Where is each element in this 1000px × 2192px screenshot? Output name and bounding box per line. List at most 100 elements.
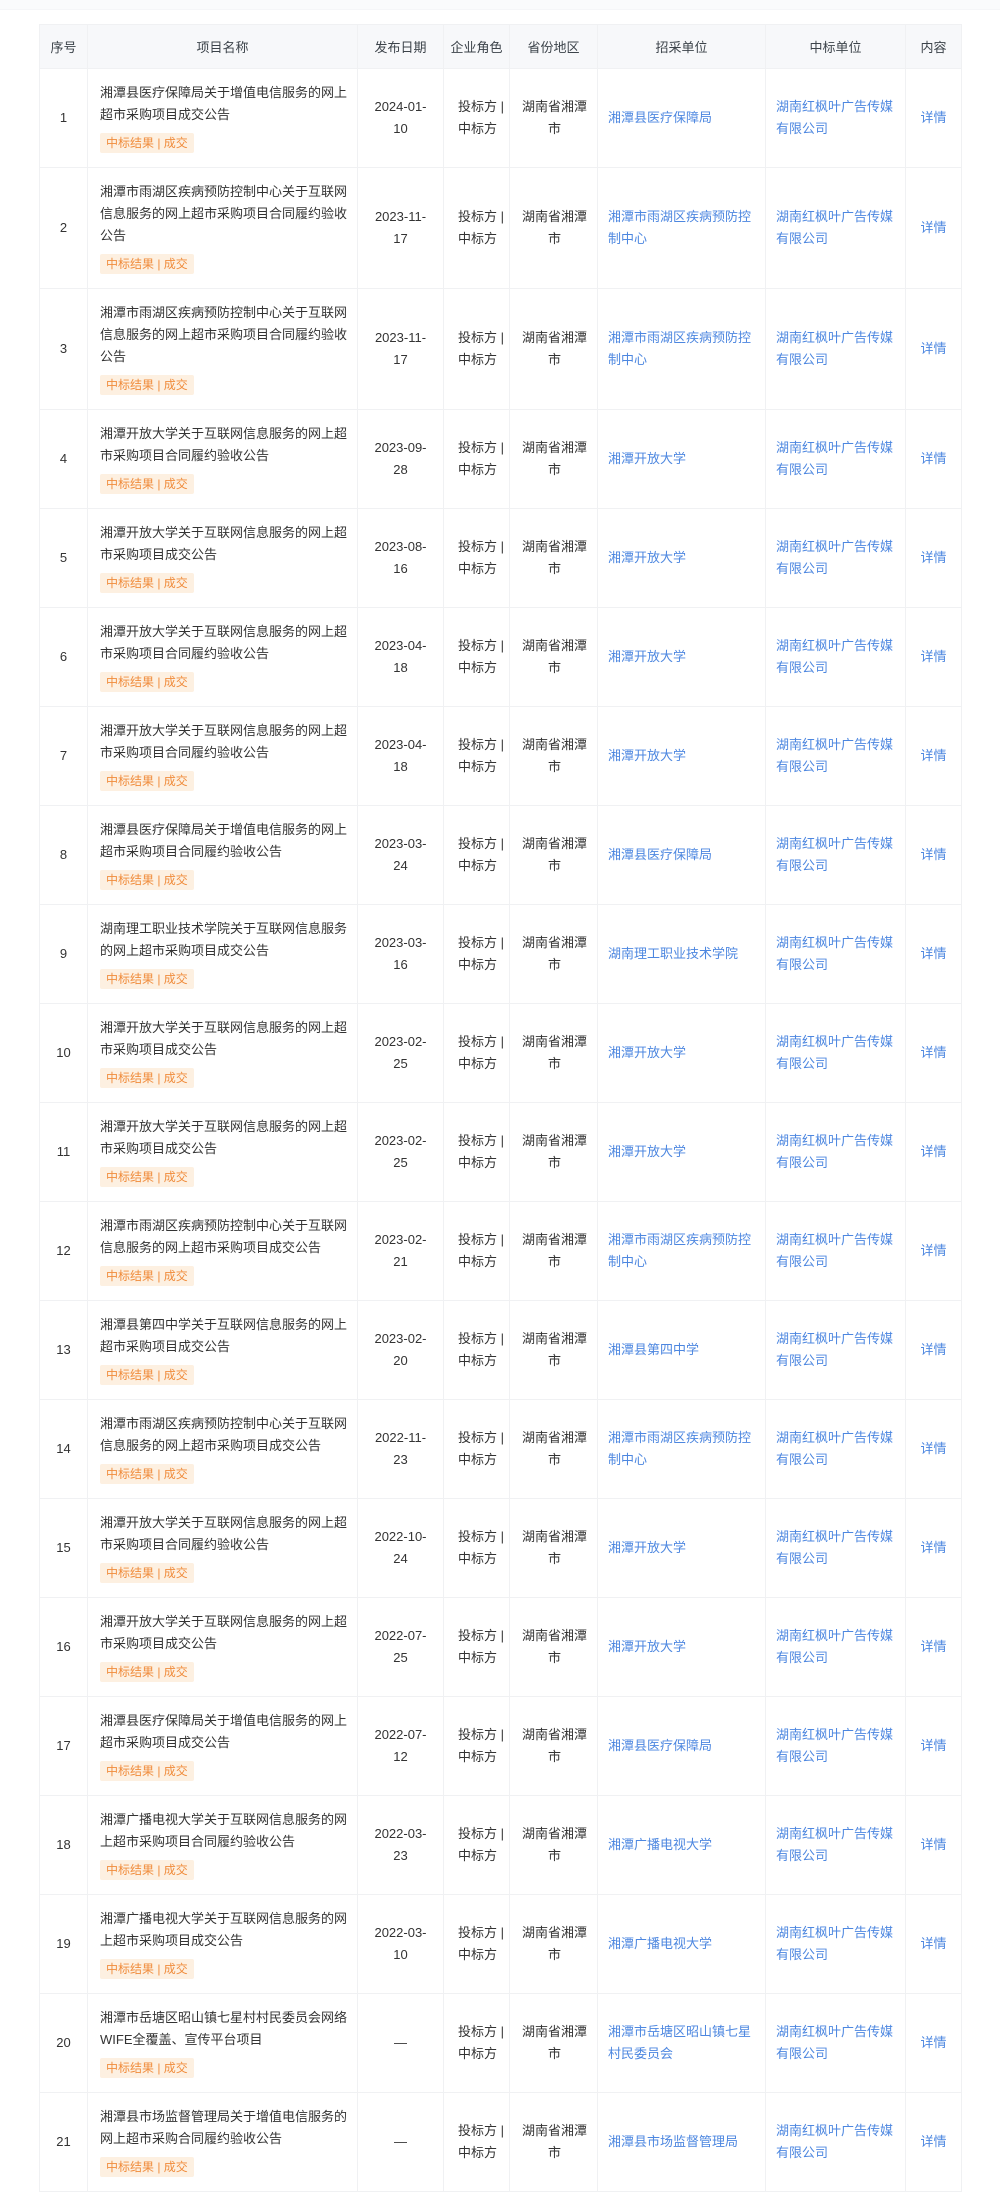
- purchaser-cell: 湘潭市雨湖区疾病预防控制中心: [597, 1399, 766, 1499]
- winner-link[interactable]: 湖南红枫叶广告传媒有限公司: [776, 1529, 894, 1566]
- table-row: 6 湘潭开放大学关于互联网信息服务的网上超市采购项目合同履约验收公告 中标结果 …: [39, 607, 962, 707]
- winner-link[interactable]: 湖南红枫叶广告传媒有限公司: [776, 1133, 894, 1170]
- purchaser-link[interactable]: 湘潭县医疗保障局: [608, 847, 713, 862]
- detail-link[interactable]: 详情: [920, 2134, 947, 2149]
- detail-cell: 详情: [905, 1498, 962, 1598]
- purchaser-link[interactable]: 湘潭市雨湖区疾病预防控制中心: [608, 1232, 752, 1269]
- publish-date: 2022-11-23: [357, 1399, 444, 1499]
- publish-date: 2022-07-12: [357, 1696, 444, 1796]
- winner-link[interactable]: 湖南红枫叶广告传媒有限公司: [776, 1331, 894, 1368]
- row-index: 13: [39, 1300, 88, 1400]
- company-role: 投标方 | 中标方: [443, 1003, 510, 1103]
- detail-cell: 详情: [905, 288, 962, 410]
- detail-link[interactable]: 详情: [920, 1639, 947, 1654]
- detail-link[interactable]: 详情: [920, 341, 947, 356]
- project-cell: 湘潭广播电视大学关于互联网信息服务的网上超市采购项目成交公告 中标结果 | 成交: [87, 1894, 358, 1994]
- winner-link[interactable]: 湖南红枫叶广告传媒有限公司: [776, 1430, 894, 1467]
- detail-link[interactable]: 详情: [920, 220, 947, 235]
- bid-records-table: 序号 项目名称 发布日期 企业角色 省份地区 招采单位 中标单位 内容 1 湘潭…: [39, 24, 962, 2192]
- purchaser-link[interactable]: 湘潭市雨湖区疾病预防控制中心: [608, 1430, 752, 1467]
- winner-link[interactable]: 湖南红枫叶广告传媒有限公司: [776, 638, 894, 675]
- purchaser-cell: 湘潭开放大学: [597, 1102, 766, 1202]
- table-body: 1 湘潭县医疗保障局关于增值电信服务的网上超市采购项目成交公告 中标结果 | 成…: [39, 68, 962, 2192]
- purchaser-link[interactable]: 湘潭市雨湖区疾病预防控制中心: [608, 209, 752, 246]
- publish-date: 2023-11-17: [357, 167, 444, 289]
- detail-link[interactable]: 详情: [920, 1243, 947, 1258]
- purchaser-link[interactable]: 湘潭开放大学: [608, 550, 687, 565]
- detail-link[interactable]: 详情: [920, 748, 947, 763]
- purchaser-link[interactable]: 湖南理工职业技术学院: [608, 946, 739, 961]
- winner-link[interactable]: 湖南红枫叶广告传媒有限公司: [776, 99, 894, 136]
- purchaser-link[interactable]: 湘潭开放大学: [608, 1540, 687, 1555]
- winner-cell: 湖南红枫叶广告传媒有限公司: [765, 706, 906, 806]
- detail-link[interactable]: 详情: [920, 1342, 947, 1357]
- winner-link[interactable]: 湖南红枫叶广告传媒有限公司: [776, 2024, 894, 2061]
- detail-link[interactable]: 详情: [920, 649, 947, 664]
- winner-link[interactable]: 湖南红枫叶广告传媒有限公司: [776, 935, 894, 972]
- publish-date: 2023-02-25: [357, 1003, 444, 1103]
- project-name: 湘潭县医疗保障局关于增值电信服务的网上超市采购项目合同履约验收公告: [100, 822, 348, 859]
- purchaser-link[interactable]: 湘潭县第四中学: [608, 1342, 700, 1357]
- project-cell: 湘潭市雨湖区疾病预防控制中心关于互联网信息服务的网上超市采购项目成交公告 中标结…: [87, 1399, 358, 1499]
- winner-link[interactable]: 湖南红枫叶广告传媒有限公司: [776, 2123, 894, 2160]
- purchaser-link[interactable]: 湘潭县市场监督管理局: [608, 2134, 739, 2149]
- province-region: 湖南省湘潭市: [509, 805, 598, 905]
- detail-link[interactable]: 详情: [920, 1045, 947, 1060]
- detail-link[interactable]: 详情: [920, 1540, 947, 1555]
- winner-link[interactable]: 湖南红枫叶广告传媒有限公司: [776, 836, 894, 873]
- detail-link[interactable]: 详情: [920, 2035, 947, 2050]
- detail-link[interactable]: 详情: [920, 550, 947, 565]
- col-header-winner: 中标单位: [765, 24, 906, 69]
- purchaser-cell: 湘潭开放大学: [597, 1597, 766, 1697]
- purchaser-cell: 湘潭县市场监督管理局: [597, 2092, 766, 2192]
- table-row: 18 湘潭广播电视大学关于互联网信息服务的网上超市采购项目合同履约验收公告 中标…: [39, 1795, 962, 1895]
- detail-link[interactable]: 详情: [920, 847, 947, 862]
- purchaser-link[interactable]: 湘潭开放大学: [608, 748, 687, 763]
- purchaser-cell: 湘潭广播电视大学: [597, 1795, 766, 1895]
- winner-cell: 湖南红枫叶广告传媒有限公司: [765, 68, 906, 168]
- winner-link[interactable]: 湖南红枫叶广告传媒有限公司: [776, 330, 894, 367]
- company-role: 投标方 | 中标方: [443, 288, 510, 410]
- publish-date: 2022-03-10: [357, 1894, 444, 1994]
- winner-link[interactable]: 湖南红枫叶广告传媒有限公司: [776, 1727, 894, 1764]
- purchaser-link[interactable]: 湘潭开放大学: [608, 451, 687, 466]
- status-badge: 中标结果 | 成交: [100, 1365, 194, 1385]
- winner-link[interactable]: 湖南红枫叶广告传媒有限公司: [776, 1826, 894, 1863]
- province-region: 湖南省湘潭市: [509, 1201, 598, 1301]
- winner-link[interactable]: 湖南红枫叶广告传媒有限公司: [776, 209, 894, 246]
- purchaser-link[interactable]: 湘潭市雨湖区疾病预防控制中心: [608, 330, 752, 367]
- winner-link[interactable]: 湖南红枫叶广告传媒有限公司: [776, 737, 894, 774]
- winner-link[interactable]: 湖南红枫叶广告传媒有限公司: [776, 1034, 894, 1071]
- detail-link[interactable]: 详情: [920, 1837, 947, 1852]
- purchaser-link[interactable]: 湘潭县医疗保障局: [608, 110, 713, 125]
- detail-link[interactable]: 详情: [920, 946, 947, 961]
- purchaser-link[interactable]: 湘潭开放大学: [608, 1144, 687, 1159]
- winner-link[interactable]: 湖南红枫叶广告传媒有限公司: [776, 1925, 894, 1962]
- project-name: 湘潭市雨湖区疾病预防控制中心关于互联网信息服务的网上超市采购项目成交公告: [100, 1218, 348, 1255]
- winner-link[interactable]: 湖南红枫叶广告传媒有限公司: [776, 1232, 894, 1269]
- purchaser-link[interactable]: 湘潭开放大学: [608, 1639, 687, 1654]
- purchaser-link[interactable]: 湘潭广播电视大学: [608, 1837, 713, 1852]
- project-cell: 湘潭开放大学关于互联网信息服务的网上超市采购项目合同履约验收公告 中标结果 | …: [87, 607, 358, 707]
- records-table-wrapper: 序号 项目名称 发布日期 企业角色 省份地区 招采单位 中标单位 内容 1 湘潭…: [39, 24, 962, 2192]
- row-index: 4: [39, 409, 88, 509]
- detail-link[interactable]: 详情: [920, 1144, 947, 1159]
- winner-link[interactable]: 湖南红枫叶广告传媒有限公司: [776, 440, 894, 477]
- purchaser-link[interactable]: 湘潭开放大学: [608, 649, 687, 664]
- detail-link[interactable]: 详情: [920, 110, 947, 125]
- purchaser-link[interactable]: 湘潭县医疗保障局: [608, 1738, 713, 1753]
- project-name: 湘潭开放大学关于互联网信息服务的网上超市采购项目成交公告: [100, 1020, 348, 1057]
- row-index: 14: [39, 1399, 88, 1499]
- detail-link[interactable]: 详情: [920, 1441, 947, 1456]
- publish-date: 2022-03-23: [357, 1795, 444, 1895]
- purchaser-link[interactable]: 湘潭市岳塘区昭山镇七星村民委员会: [608, 2024, 752, 2061]
- purchaser-link[interactable]: 湘潭开放大学: [608, 1045, 687, 1060]
- detail-link[interactable]: 详情: [920, 1738, 947, 1753]
- winner-link[interactable]: 湖南红枫叶广告传媒有限公司: [776, 1628, 894, 1665]
- purchaser-link[interactable]: 湘潭广播电视大学: [608, 1936, 713, 1951]
- winner-link[interactable]: 湖南红枫叶广告传媒有限公司: [776, 539, 894, 576]
- status-badge: 中标结果 | 成交: [100, 870, 194, 890]
- detail-link[interactable]: 详情: [920, 451, 947, 466]
- detail-link[interactable]: 详情: [920, 1936, 947, 1951]
- purchaser-cell: 湘潭市岳塘区昭山镇七星村民委员会: [597, 1993, 766, 2093]
